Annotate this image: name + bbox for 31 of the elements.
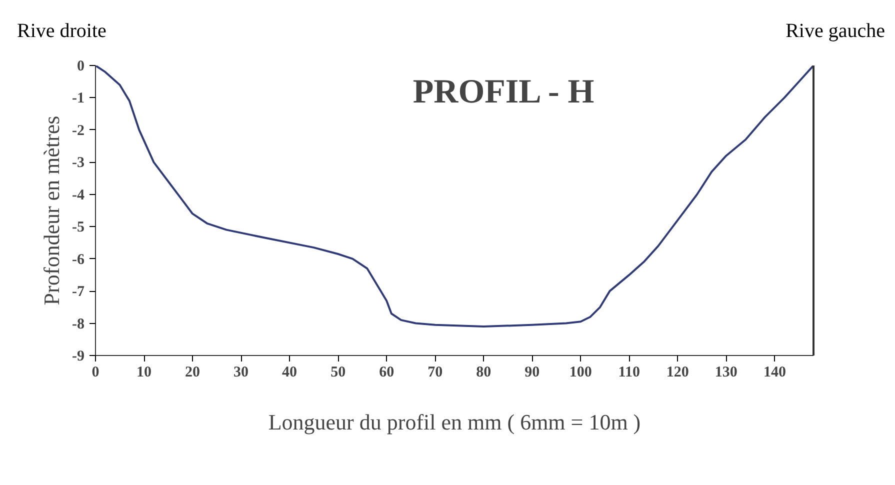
y-tick-label: -3	[72, 155, 85, 172]
chart-title: PROFIL - H	[412, 74, 594, 110]
y-tick-label: -9	[72, 348, 85, 364]
x-tick-label: 0	[92, 364, 100, 380]
x-tick-label: 100	[569, 364, 592, 380]
x-axis-title: Longueur du profil en mm ( 6mm = 10m )	[268, 410, 641, 434]
x-tick-label: 70	[428, 364, 443, 380]
y-tick-label: -2	[72, 122, 85, 139]
x-tick-label: 130	[714, 364, 738, 380]
line-series	[96, 66, 814, 328]
y-axis-title: Profondeur en mètres	[39, 116, 64, 306]
text: Rive gauche	[786, 19, 885, 44]
text: Rive droite	[17, 19, 106, 44]
x-tick-label: 140	[763, 364, 786, 380]
x-tick-label: 80	[476, 364, 492, 380]
y-tick-label: -7	[72, 284, 85, 300]
x-tick-label: 60	[379, 364, 394, 380]
y-tick-label: -6	[72, 252, 85, 268]
x-tick-label: 10	[136, 364, 152, 380]
y-tick-label: -5	[72, 220, 85, 236]
x-tick-label: 30	[234, 364, 249, 380]
x-tick-label: 110	[618, 364, 640, 380]
y-tick-label: 0	[77, 58, 84, 74]
x-tick-label: 40	[282, 364, 298, 380]
x-tick-label: 90	[524, 364, 540, 380]
y-tick-label: -8	[72, 316, 85, 332]
y-tick-label: -4	[72, 187, 85, 204]
x-tick-label: 50	[330, 364, 346, 380]
x-tick-label: 120	[666, 364, 689, 380]
y-tick-label: -1	[72, 90, 85, 107]
x-tick-label: 20	[185, 364, 200, 380]
